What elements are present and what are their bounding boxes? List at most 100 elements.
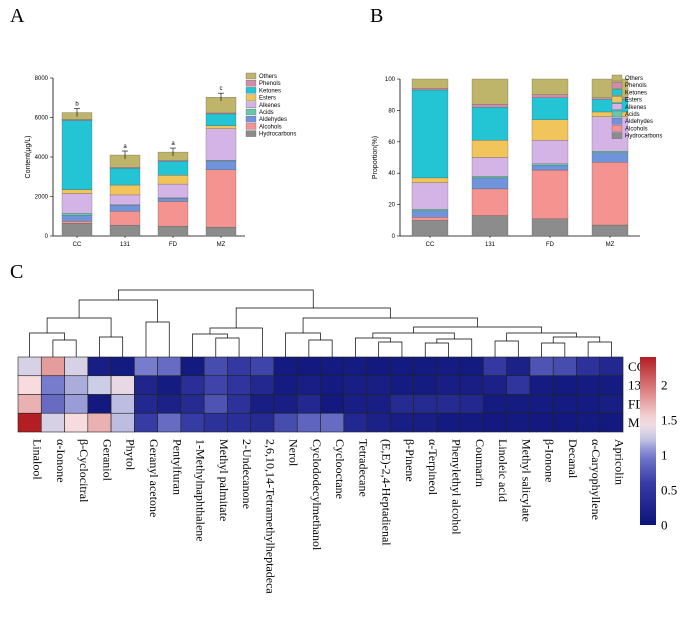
bar-segment-ketones-mz [591, 99, 629, 113]
heatmap-cell [436, 412, 461, 433]
heatmap-cell [273, 394, 298, 414]
legend-swatch-acids [611, 110, 623, 118]
heatmap-cell [529, 394, 554, 414]
heatmap-cell [157, 412, 182, 433]
heatmap-cell [320, 412, 345, 433]
heatmap-column-label: 2,6,10,14-Tetramethylheptadeca [263, 439, 277, 594]
bar-segment-ketones-131 [109, 168, 141, 186]
heatmap-cell [320, 394, 345, 414]
stacked-bar-chart-content: 0 2000 4000 6000 8000 Content(μg/L) CC b 131 a FD a… [25, 72, 296, 248]
heatmap-cell [576, 412, 601, 433]
y-tick-label: 0 [392, 234, 396, 240]
heatmap-column-label: Cyclododecylmethanol [310, 439, 324, 551]
heatmap-cell [64, 356, 89, 377]
legend-swatch-alkenes [245, 101, 257, 108]
bar-segment-aldehydes-mz [205, 160, 237, 170]
heatmap-cell [203, 375, 228, 395]
dendrogram-branch [192, 333, 228, 357]
heatmap-column-label: Phytol [124, 439, 138, 471]
heatmap-cell [64, 412, 89, 433]
heatmap-cell [134, 394, 158, 414]
bar-segment-others-mz [591, 78, 629, 98]
heatmap-cell [599, 375, 624, 395]
heatmap-cell [180, 375, 205, 395]
legend-label-acids: Acids [625, 112, 640, 118]
bar-segment-phenols-fd [531, 94, 569, 98]
bar-segment-alkenes-131 [471, 157, 509, 177]
heatmap-cell [250, 412, 275, 433]
heatmap-cell [390, 356, 414, 377]
bar-segment-ketones-cc [61, 120, 93, 190]
bar-segment-alkenes-131 [109, 194, 141, 205]
legend-label-acids: Acids [259, 110, 274, 116]
heatmap-cell [180, 412, 205, 433]
bar-segment-ketones-fd [531, 97, 569, 120]
heatmap-cell [320, 356, 345, 377]
dendrogram-branch [355, 337, 391, 357]
heatmap-cell [506, 356, 531, 377]
bar-segment-alcohols-131 [471, 188, 509, 216]
heatmap-cell [343, 375, 368, 395]
y-tick-label: 100 [385, 77, 396, 83]
bar-segment-esters-131 [109, 184, 141, 196]
legend-swatch-alcohols [611, 125, 623, 132]
dendrogram-branch [413, 326, 542, 333]
colorbar-tick-label: 2 [661, 378, 668, 393]
heatmap-column-label: β-Cyclocitral [77, 439, 91, 503]
bar-segment-esters-cc [61, 189, 93, 194]
heatmap-cell [296, 394, 321, 414]
bar-segment-alkenes-fd [531, 140, 569, 164]
legend-label-alkenes: Alkenes [625, 105, 646, 111]
dendrogram-branch [436, 338, 473, 357]
x-tick-label: CC [426, 242, 435, 248]
heatmap-cell [203, 394, 228, 414]
legend-swatch-aldehydes [245, 116, 257, 123]
heatmap-column-label: Apricolin [612, 439, 626, 485]
heatmap-cell [134, 356, 158, 377]
bar-segment-alkenes-cc [61, 193, 93, 214]
heatmap-cell [552, 356, 577, 377]
bar-segment-alkenes-fd [157, 183, 189, 199]
heatmap-cell [459, 375, 484, 395]
significance-letter: c [220, 86, 223, 92]
heatmap-cell [576, 394, 601, 414]
heatmap-cell [576, 375, 601, 395]
heatmap-cell [552, 394, 577, 414]
bar-segment-hydrocarbons-cc [61, 223, 93, 237]
heatmap-cell [227, 412, 251, 433]
bar-segment-acids-131 [471, 176, 509, 179]
heatmap-cell [529, 412, 554, 433]
heatmap-cell [599, 412, 624, 433]
bar-segment-phenols-cc [411, 88, 449, 91]
heatmap-cell [110, 394, 135, 414]
heatmap-cell [17, 356, 42, 377]
heatmap-column-label: Methyl palmitate [217, 439, 231, 521]
heatmap-cell [180, 356, 205, 377]
dendrogram-branch [209, 327, 263, 357]
bar-segment-ketones-131 [471, 107, 509, 141]
heatmap-column-label: β-Pinene [403, 439, 417, 482]
legend-label-esters: Esters [625, 98, 642, 104]
legend-label-hydrocarbons: Hydrocarbons [259, 132, 296, 138]
heatmap-column-label: 1-Methylnaphthalene [194, 439, 208, 542]
heatmap-cell [110, 375, 135, 395]
y-tick-label: 60 [388, 140, 395, 146]
legend-label-ketones: Ketones [625, 90, 647, 96]
legend-label-others: Others [259, 74, 277, 80]
colorbar-tick-label: 0.5 [661, 483, 677, 498]
panel-letter-a: A [10, 5, 25, 27]
legend-swatch-phenols [611, 82, 623, 89]
significance-letter: a [123, 144, 127, 150]
heatmap-cell [64, 375, 89, 395]
heatmap-cell [413, 394, 438, 414]
bar-segment-esters-mz [591, 111, 629, 117]
heatmap-cell [17, 412, 42, 433]
bar-segment-hydrocarbons-fd [531, 218, 569, 237]
y-axis-label: Proportion(%) [372, 136, 379, 179]
x-tick-label: 131 [485, 242, 496, 248]
heatmap-cell [343, 356, 368, 377]
heatmap-cell [552, 375, 577, 395]
y-tick-label: 4000 [35, 155, 49, 161]
legend-swatch-alcohols [245, 123, 257, 130]
bar-segment-alkenes-cc [411, 182, 449, 210]
